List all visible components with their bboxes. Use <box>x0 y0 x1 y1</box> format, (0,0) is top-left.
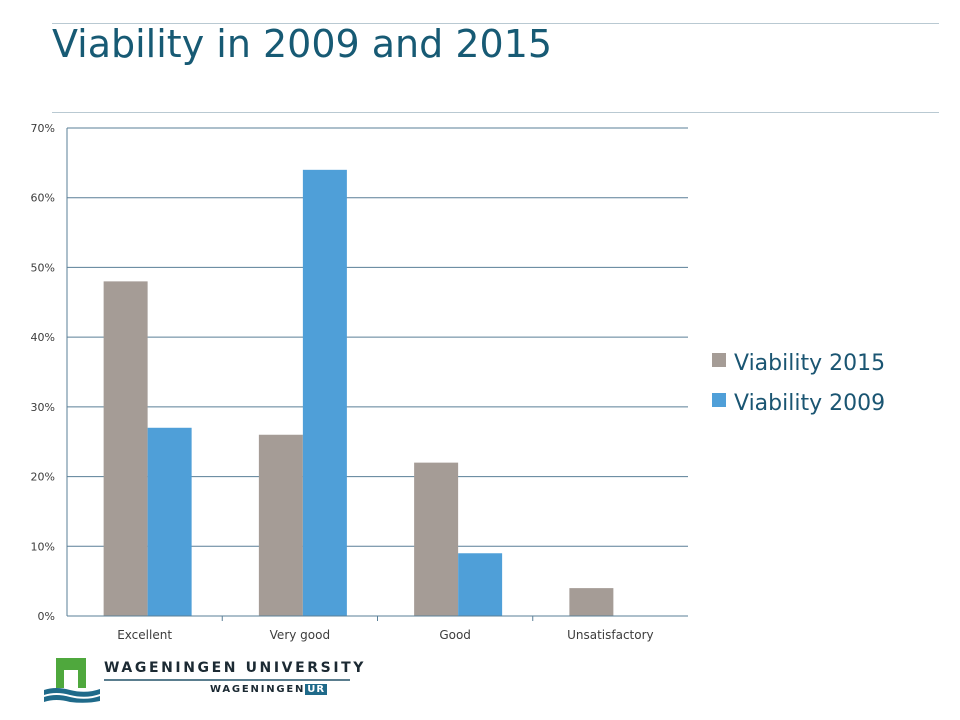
bar-viability-2009 <box>302 169 347 617</box>
brand-ur-prefix: WAGENINGEN <box>210 684 306 695</box>
brand-ur-badge: UR <box>305 684 328 695</box>
y-tick-label: 50% <box>31 261 55 274</box>
legend-label: Viability 2009 <box>734 391 885 416</box>
x-tick-label: Excellent <box>117 628 172 642</box>
bar-viability-2015 <box>103 281 148 616</box>
legend-swatch <box>712 393 726 407</box>
bar-viability-2015 <box>569 588 614 616</box>
y-tick-label: 70% <box>31 122 55 135</box>
y-tick-label: 30% <box>31 401 55 414</box>
x-tick-label: Very good <box>270 628 330 642</box>
y-tick-label: 60% <box>31 192 55 205</box>
slide-title: Viability in 2009 and 2015 <box>52 22 553 66</box>
brand-university-name: WAGENINGEN UNIVERSITY <box>104 660 367 676</box>
bar-chart: 0% 10% 20% 30% 40% 50% 60% 70% Excellent Very goo… <box>31 122 886 642</box>
x-tick-label: Unsatisfactory <box>567 628 654 642</box>
bar-viability-2015 <box>414 462 459 616</box>
y-tick-label: 10% <box>31 540 55 553</box>
bar-viability-2009 <box>147 427 192 616</box>
y-tick-label: 0% <box>38 610 55 623</box>
top-rule <box>52 23 939 24</box>
title-underline-rule <box>52 112 939 113</box>
wageningen-logo-icon <box>44 658 100 703</box>
legend-label: Viability 2015 <box>734 351 885 376</box>
x-tick-label: Good <box>439 628 471 642</box>
bar-viability-2009 <box>458 553 503 616</box>
y-tick-label: 20% <box>31 471 55 484</box>
y-tick-label: 40% <box>31 331 55 344</box>
bar-viability-2015 <box>258 434 303 616</box>
legend-swatch <box>712 353 726 367</box>
brand-ur-name: WAGENINGEN UR <box>210 684 328 695</box>
brand-divider <box>104 679 350 681</box>
